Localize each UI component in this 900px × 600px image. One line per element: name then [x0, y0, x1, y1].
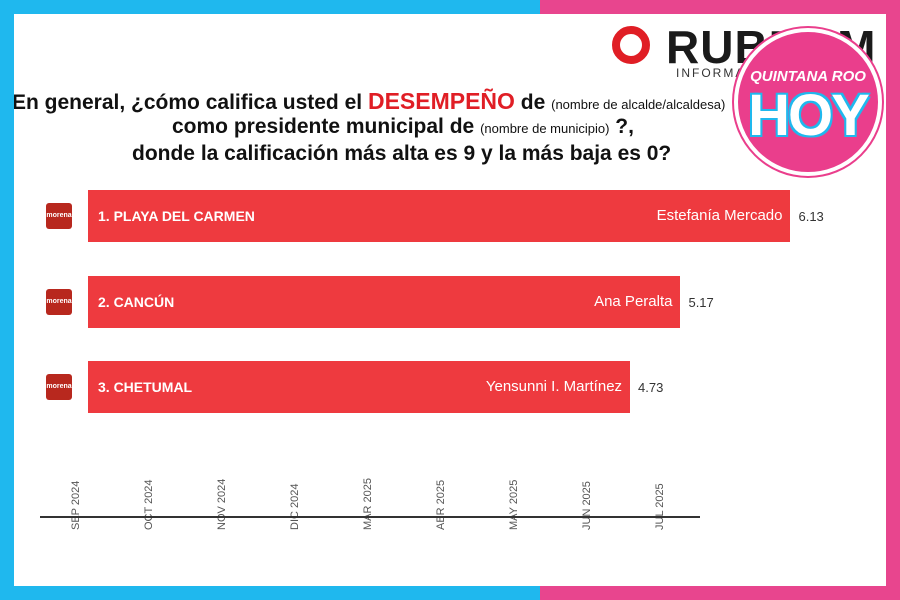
- badge-top-text: QUINTANA ROO: [750, 68, 866, 85]
- question-placeholder-municipio: (nombre de municipio): [480, 121, 610, 136]
- chart-card: RUBRUM INFORMACIÓN Y PODER En general, ¿…: [14, 14, 886, 586]
- question-line-2: como presidente municipal de (nombre de …: [172, 115, 634, 139]
- x-axis-line: [40, 516, 700, 518]
- question-text-2a: como presidente municipal de: [172, 115, 481, 138]
- bar-person-name: Estefanía Mercado: [656, 207, 783, 224]
- quintana-roo-hoy-badge: QUINTANA ROO HOY: [734, 28, 882, 176]
- question-line-1: En general, ¿cómo califica usted el DESE…: [14, 88, 725, 115]
- bar-person-name: Ana Peralta: [594, 292, 673, 310]
- party-logo-icon: morena: [46, 203, 72, 229]
- x-tick-label: NOV 2024: [216, 478, 228, 530]
- party-logo-icon: morena: [46, 288, 72, 315]
- bar-person-name: Yensunni I. Martínez: [485, 378, 623, 395]
- x-tick-label: JUN 2025: [581, 481, 593, 530]
- party-logo-icon: morena: [46, 374, 72, 400]
- bar-value-label: 5.17: [688, 294, 714, 310]
- x-tick-label: MAY 2025: [508, 479, 520, 530]
- x-tick-label: MAR 2025: [362, 478, 374, 530]
- question-highlight: DESEMPEÑO: [367, 88, 515, 114]
- bar-1: 1. PLAYA DEL CARMEN Estefanía Mercado: [88, 190, 791, 242]
- x-tick-label: ABR 2025: [435, 479, 447, 530]
- x-tick-label: DIC 2024: [289, 483, 301, 530]
- x-tick-label: JUL 2025: [654, 483, 666, 530]
- question-text-c: de: [514, 91, 552, 114]
- question-line-3: donde la calificación más alta es 9 y la…: [132, 142, 672, 165]
- bar-value-label: 4.73: [638, 380, 664, 395]
- bar-category-label: 2. CANCÚN: [98, 293, 175, 310]
- x-tick-label: OCT 2024: [143, 479, 155, 530]
- question-placeholder-mayor: (nombre de alcalde/alcaldesa): [551, 97, 726, 112]
- bar-category-label: 3. CHETUMAL: [98, 379, 193, 395]
- question-text-a: En general, ¿cómo califica usted el: [14, 91, 368, 114]
- x-tick-label: SEP 2024: [70, 480, 82, 530]
- bar-value-label: 6.13: [798, 209, 824, 224]
- bar-3: 3. CHETUMAL Yensunni I. Martínez: [88, 361, 631, 413]
- question-text-2c: ?,: [609, 115, 634, 138]
- bar-category-label: 1. PLAYA DEL CARMEN: [98, 208, 255, 224]
- bar-2: 2. CANCÚN Ana Peralta: [88, 275, 681, 328]
- badge-main-text: HOY: [748, 83, 870, 148]
- rubrum-ring-icon: [612, 26, 650, 64]
